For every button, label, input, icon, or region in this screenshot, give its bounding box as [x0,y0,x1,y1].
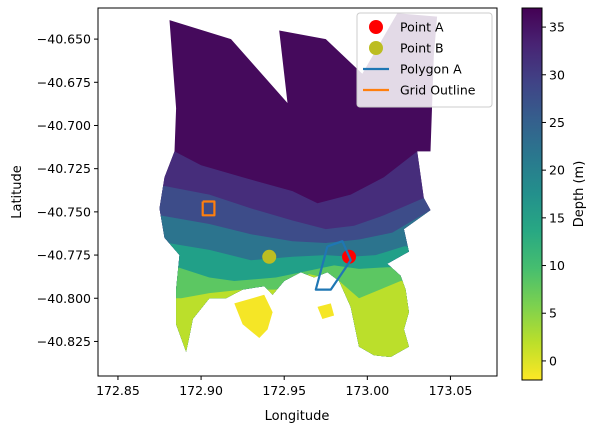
legend-label: Grid Outline [400,83,476,98]
legend-box [356,12,493,108]
shallow-island [234,294,273,338]
colorbar-tick-label: 10 [549,258,565,273]
colorbar-tick-label: 15 [549,210,565,225]
colorbar-label: Depth (m) [572,161,587,228]
colorbar-tick-label: 20 [549,163,565,178]
colorbar-tick-label: 25 [549,115,565,130]
colorbar-tick-label: 5 [549,306,557,321]
series-line [314,240,352,291]
x-tick-label: 173.05 [429,383,473,398]
y-tick-label: −40.650 [37,32,91,47]
axes-frame [97,7,498,377]
legend: Point A Point B Polygon A Grid Outline [356,12,493,108]
series-line [201,200,216,217]
y-tick-label: −40.825 [37,334,91,349]
colorbar-tick-label: 35 [549,20,565,35]
y-axis-title: Latitude [10,165,25,219]
x-tick-label: 172.95 [262,383,306,398]
x-tick-label: 172.85 [96,383,140,398]
colorbar-tick-label: 0 [549,353,557,368]
legend-label: Point A [400,20,444,35]
x-axis: 172.85 172.90 172.95 173.00 173.05 [96,376,472,398]
y-tick-label: −40.725 [37,161,91,176]
y-tick-label: −40.775 [37,248,91,263]
series-point [262,249,277,264]
legend-marker [369,41,383,55]
y-tick-label: −40.675 [37,75,91,90]
legend-marker [369,20,383,34]
x-tick-label: 172.90 [179,383,223,398]
colorbar: 0 5 10 15 20 25 30 35 [521,7,565,381]
x-axis-title: Longitude [265,409,330,424]
legend-label: Point B [400,41,444,56]
legend-label: Polygon A [400,62,462,77]
overlay-series [201,200,357,291]
y-tick-label: −40.800 [37,291,91,306]
colorbar-gradient [521,7,543,381]
colorbar-tick-label: 30 [549,67,565,82]
x-tick-label: 173.00 [345,383,389,398]
y-tick-label: −40.750 [37,204,91,219]
y-axis: −40.650 −40.675 −40.700 −40.725 −40.750 −40.7… [37,32,98,349]
shallow-island [317,303,335,319]
y-tick-label: −40.700 [37,118,91,133]
